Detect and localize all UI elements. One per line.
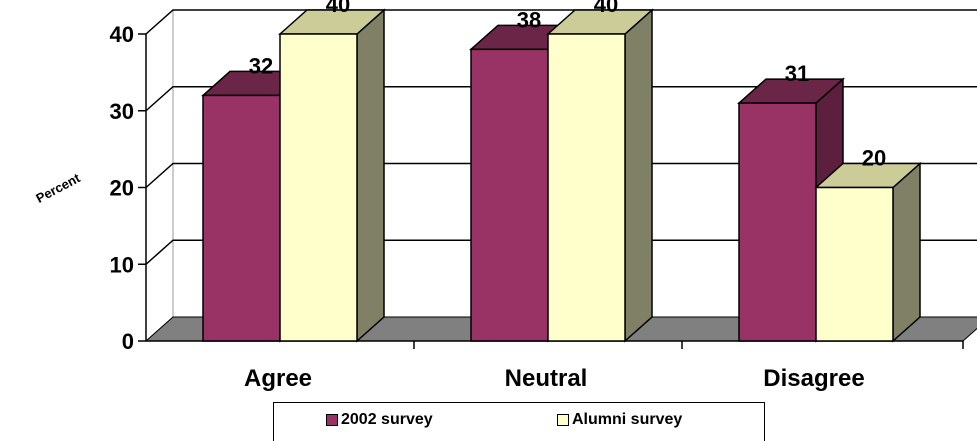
- bar-alumni-survey-agree: [278, 8, 386, 343]
- legend-label-2002-survey: 2002 survey: [341, 411, 433, 428]
- gridline: [145, 86, 977, 112]
- legend: 2002 survey Alumni survey: [273, 402, 765, 441]
- data-label: 40: [594, 0, 618, 17]
- bar-front-face: [547, 33, 626, 342]
- legend-swatch-alumni-survey: [557, 414, 569, 426]
- x-tick-label-disagree: Disagree: [763, 365, 864, 392]
- gridline: [145, 9, 977, 35]
- y-tick-label: 0: [122, 329, 134, 354]
- bar-front-face: [815, 186, 894, 342]
- bar-front-face: [279, 33, 358, 342]
- gridline: [145, 162, 977, 189]
- legend-item-2002-survey: 2002 survey: [326, 411, 433, 429]
- bar-front-face: [738, 102, 817, 342]
- bar-alumni-survey-neutral: [546, 8, 654, 343]
- data-label: 20: [862, 146, 886, 171]
- labels: 32 40 Agree 38 40 Neutral 31 20 Disagree: [244, 0, 886, 392]
- x-tick-label-neutral: Neutral: [505, 365, 588, 392]
- data-label: 32: [249, 53, 273, 78]
- data-label: 40: [326, 0, 350, 17]
- bars: [201, 8, 922, 343]
- data-label: 31: [785, 61, 809, 86]
- data-label: 38: [517, 7, 541, 32]
- legend-label-alumni-survey: Alumni survey: [572, 411, 683, 428]
- bar-side-face: [356, 8, 385, 343]
- bar-alumni-survey-disagree: [814, 161, 922, 343]
- y-tick-label: 30: [110, 99, 134, 124]
- legend-item-alumni-survey: Alumni survey: [557, 411, 682, 429]
- y-tick-label: 10: [110, 252, 134, 277]
- x-tick-label-agree: Agree: [244, 365, 312, 392]
- y-tick-label: 20: [110, 176, 134, 201]
- y-tick-label: 40: [110, 22, 134, 47]
- legend-swatch-2002-survey: [326, 414, 338, 426]
- gridlines: [145, 9, 977, 265]
- bar-side-face: [624, 8, 653, 343]
- bar-side-face: [892, 161, 921, 343]
- y-axis-label: Percent: [33, 170, 83, 206]
- gridline: [145, 239, 977, 265]
- bar-front-face: [202, 94, 281, 342]
- bar-front-face: [470, 48, 549, 342]
